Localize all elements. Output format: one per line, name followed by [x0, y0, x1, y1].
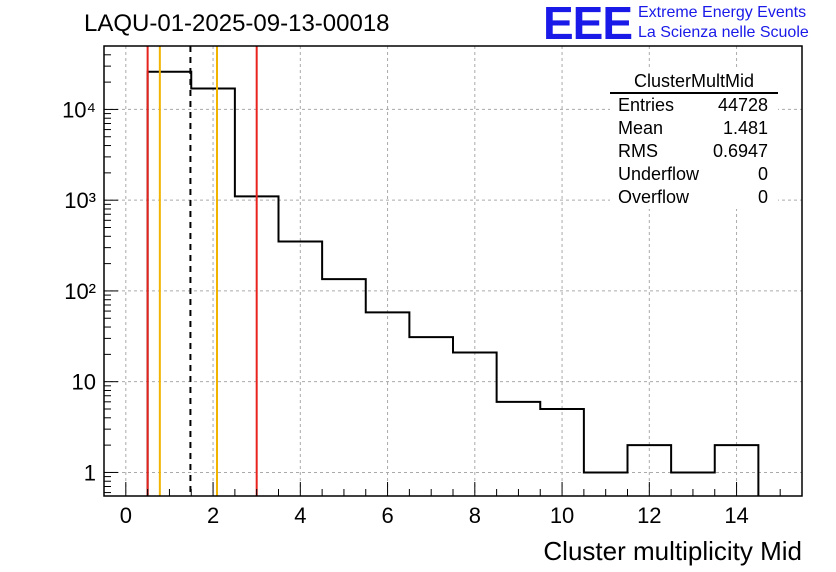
x-tick-label: 0 — [120, 503, 132, 528]
stats-label: Overflow — [618, 187, 690, 207]
stats-value: 0.6947 — [712, 141, 768, 161]
stats-row-mean: Mean 1.481 — [610, 117, 778, 140]
stats-row-overflow: Overflow 0 — [610, 186, 778, 209]
histogram-bin — [279, 242, 323, 496]
x-tick-label: 10 — [550, 503, 574, 528]
stats-value: 44728 — [717, 95, 768, 115]
stats-value: 0 — [757, 187, 768, 207]
logo-mark: EEE — [543, 0, 633, 49]
x-tick-label: 8 — [469, 503, 481, 528]
x-tick-label: 2 — [207, 503, 219, 528]
histogram-bin — [322, 279, 366, 496]
x-axis-label: Cluster multiplicity Mid — [543, 536, 802, 566]
histogram-outline — [146, 70, 760, 496]
y-tick-label: 1 — [84, 460, 96, 485]
x-tick-label: 6 — [381, 503, 393, 528]
stats-value: 1.481 — [722, 118, 768, 138]
y-tick-label: 10³ — [64, 188, 96, 213]
stats-row-entries: Entries 44728 — [610, 94, 778, 117]
x-tick-label: 14 — [724, 503, 748, 528]
stats-row-rms: RMS 0.6947 — [610, 140, 778, 163]
stats-row-underflow: Underflow 0 — [610, 163, 778, 186]
logo-line2: La Scienza nelle Scuole — [638, 24, 809, 41]
stats-label: Mean — [618, 118, 664, 138]
histogram-bin — [409, 337, 453, 496]
y-tick-label: 10² — [64, 279, 96, 304]
stats-title: ClusterMultMid — [610, 70, 778, 94]
stats-label: RMS — [618, 141, 658, 161]
y-tick-label: 10⁴ — [62, 97, 96, 122]
chart-title: LAQU-01-2025-09-13-00018 — [84, 10, 390, 37]
logo-line1: Extreme Energy Events — [638, 4, 807, 21]
histogram-bin — [148, 72, 192, 496]
x-tick-label: 12 — [637, 503, 661, 528]
histogram-bin — [191, 89, 235, 496]
histogram-bin — [366, 312, 410, 496]
stats-label: Entries — [618, 95, 675, 115]
stats-box: ClusterMultMid Entries 44728 Mean 1.481 … — [610, 70, 778, 209]
histogram-bin — [453, 352, 497, 496]
histogram-bin — [497, 402, 541, 496]
stats-label: Underflow — [618, 164, 700, 184]
y-tick-label: 10 — [72, 370, 96, 395]
x-tick-label: 4 — [294, 503, 306, 528]
eee-logo: EEE Extreme Energy Events La Scienza nel… — [543, 0, 833, 49]
stats-value: 0 — [757, 164, 768, 184]
